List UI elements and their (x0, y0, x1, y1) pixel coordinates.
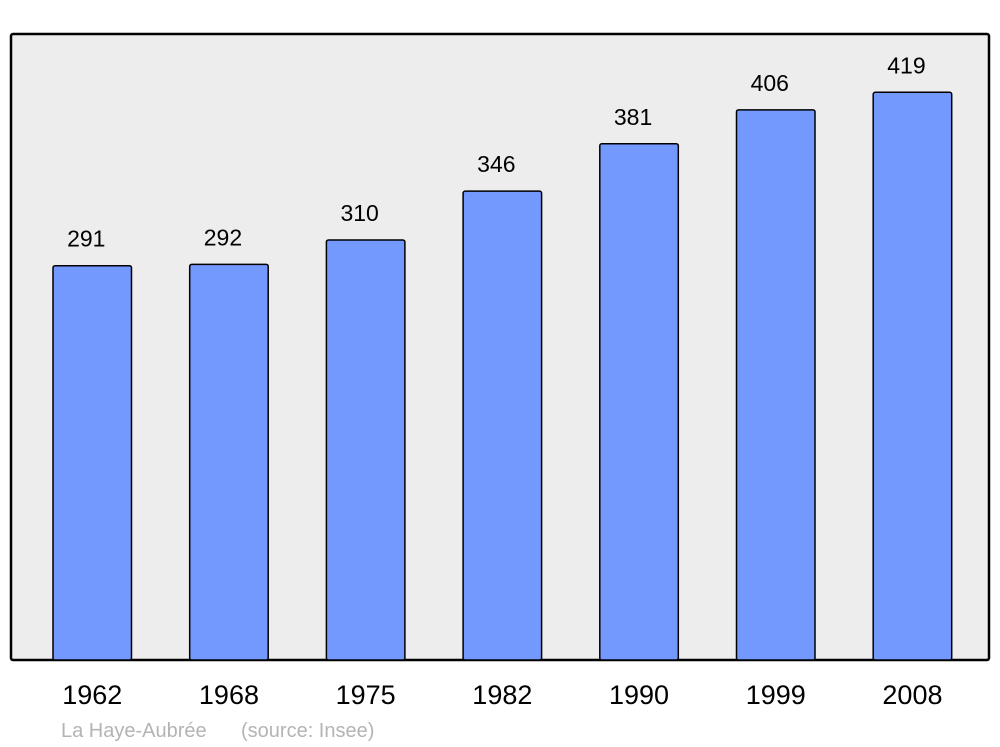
data-label-1962: 291 (67, 226, 105, 252)
bar-1999 (735, 109, 816, 661)
bar-1990 (599, 143, 680, 661)
caption-source: (source: Insee) (241, 720, 374, 742)
bar-1982 (462, 190, 543, 661)
x-tick-label-1975: 1975 (336, 680, 396, 710)
x-tick-label-2008: 2008 (882, 680, 942, 710)
bar-1962 (52, 264, 133, 661)
bar-2008 (872, 91, 953, 661)
data-label-1999: 406 (751, 70, 789, 96)
x-tick-label-1999: 1999 (746, 680, 806, 710)
bar-1975 (325, 239, 406, 661)
data-label-1990: 381 (614, 104, 652, 130)
x-tick-label-1962: 1962 (62, 680, 122, 710)
data-label-2008: 419 (887, 52, 925, 78)
data-label-1968: 292 (204, 224, 242, 250)
bar-1968 (188, 263, 269, 661)
x-tick-label-1982: 1982 (472, 680, 532, 710)
x-tick-label-1968: 1968 (199, 680, 259, 710)
caption-place: La Haye-Aubrée (61, 720, 207, 742)
data-label-1982: 346 (477, 151, 515, 177)
data-label-1975: 310 (340, 200, 378, 226)
x-tick-label-1990: 1990 (609, 680, 669, 710)
